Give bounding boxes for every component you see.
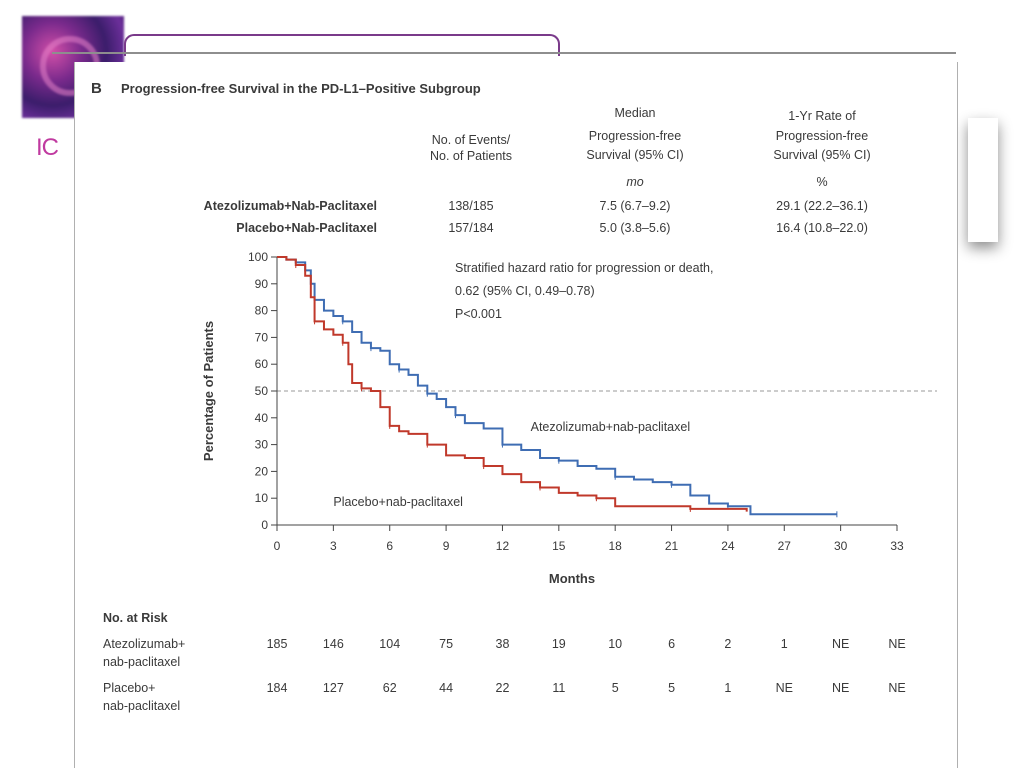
x-tick-label: 9 [443, 539, 450, 553]
figure-title: Progression-free Survival in the PD-L1–P… [121, 81, 481, 96]
header-rate-line3: Survival (95% CI) [773, 148, 870, 162]
x-tick-label: 18 [609, 539, 623, 553]
risk-value: 146 [323, 637, 344, 651]
risk-atezo-label-line1: Atezolizumab+ [103, 637, 185, 651]
risk-value: 5 [668, 681, 675, 695]
risk-placebo-label-line1: Placebo+ [103, 681, 155, 695]
risk-value: 38 [496, 637, 510, 651]
risk-value: 62 [383, 681, 397, 695]
risk-value: NE [832, 637, 849, 651]
annotation-line3: P<0.001 [455, 307, 502, 321]
slide-shadow-box [968, 118, 998, 242]
row-placebo-median: 5.0 (3.8–5.6) [600, 221, 671, 235]
x-tick-label: 3 [330, 539, 337, 553]
risk-placebo-label-line2: nab-paclitaxel [103, 699, 180, 713]
risk-value: NE [888, 681, 905, 695]
y-tick-label: 30 [255, 438, 269, 452]
x-axis: 0 3 6 9 12 15 18 21 24 27 30 33 [274, 524, 904, 553]
y-axis: 0 10 20 30 40 50 60 70 80 90 100 [248, 250, 278, 532]
series-group: Atezolizumab+nab-paclitaxel Placebo+nab-p… [277, 256, 838, 518]
y-tick-label: 40 [255, 411, 269, 425]
risk-value: 1 [781, 637, 788, 651]
row-atezo-label: Atezolizumab+Nab-Paclitaxel [204, 199, 377, 213]
risk-value: 104 [379, 637, 400, 651]
header-events-line2: No. of Patients [430, 149, 512, 163]
header-median-line2: Progression-free [589, 129, 681, 143]
risk-value: 6 [668, 637, 675, 651]
x-axis-label: Months [549, 571, 595, 586]
x-tick-label: 24 [721, 539, 735, 553]
row-atezo-median: 7.5 (6.7–9.2) [600, 199, 671, 213]
risk-value: 44 [439, 681, 453, 695]
risk-value: 75 [439, 637, 453, 651]
figure-panel: B Progression-free Survival in the PD-L1… [74, 62, 958, 768]
y-tick-label: 80 [255, 304, 269, 318]
slide-top-rule [52, 52, 956, 54]
series-label-0: Atezolizumab+nab-paclitaxel [531, 420, 690, 434]
header-median-line3: Survival (95% CI) [586, 148, 683, 162]
annotation-line1: Stratified hazard ratio for progression … [455, 261, 713, 275]
y-tick-label: 0 [261, 518, 268, 532]
row-placebo-rate: 16.4 (10.8–22.0) [776, 221, 868, 235]
slide-title-box [124, 34, 560, 56]
risk-value: 22 [496, 681, 510, 695]
y-tick-label: 50 [255, 384, 269, 398]
y-tick-label: 20 [255, 464, 269, 478]
risk-heading: No. at Risk [103, 611, 168, 625]
risk-value: 1 [724, 681, 731, 695]
risk-value: NE [832, 681, 849, 695]
risk-value: 19 [552, 637, 566, 651]
header-events-line1: No. of Events/ [432, 133, 511, 147]
header-median-line1: Median [615, 106, 656, 120]
row-placebo-label: Placebo+Nab-Paclitaxel [236, 221, 377, 235]
y-tick-label: 10 [255, 491, 269, 505]
header-rate-line2: Progression-free [776, 129, 868, 143]
slide-side-text-fragment: IC [36, 134, 59, 161]
risk-value: 11 [552, 681, 565, 695]
x-tick-label: 15 [552, 539, 566, 553]
y-axis-label: Percentage of Patients [201, 321, 216, 461]
y-tick-label: 70 [255, 330, 269, 344]
x-tick-label: 30 [834, 539, 848, 553]
x-tick-label: 0 [274, 539, 281, 553]
risk-value: 2 [724, 637, 731, 651]
y-tick-label: 60 [255, 357, 269, 371]
y-tick-label: 90 [255, 277, 269, 291]
risk-value: 5 [612, 681, 619, 695]
x-tick-label: 12 [496, 539, 510, 553]
header-rate-line1: 1-Yr Rate of [788, 109, 856, 123]
row-placebo-events: 157/184 [448, 221, 493, 235]
row-atezo-rate: 29.1 (22.2–36.1) [776, 199, 868, 213]
panel-letter: B [91, 80, 102, 97]
row-atezo-events: 138/185 [448, 199, 493, 213]
risk-value: NE [888, 637, 905, 651]
x-tick-label: 27 [778, 539, 792, 553]
risk-value: 185 [267, 637, 288, 651]
series-label-1: Placebo+nab-paclitaxel [333, 495, 463, 509]
x-tick-label: 33 [890, 539, 904, 553]
header-rate-unit: % [816, 175, 827, 189]
x-tick-label: 6 [386, 539, 393, 553]
risk-value: 127 [323, 681, 344, 695]
annotation-line2: 0.62 (95% CI, 0.49–0.78) [455, 284, 595, 298]
risk-value: 10 [608, 637, 622, 651]
header-median-unit: mo [626, 175, 643, 189]
y-tick-label: 100 [248, 250, 268, 264]
series-line-0 [277, 256, 837, 516]
x-tick-label: 21 [665, 539, 679, 553]
risk-value: 184 [267, 681, 288, 695]
risk-atezo-label-line2: nab-paclitaxel [103, 655, 180, 669]
km-figure-svg: B Progression-free Survival in the PD-L1… [91, 80, 937, 713]
km-chart: 0 10 20 30 40 50 60 70 80 90 100 0 3 6 9 12 15 18 21 24 27 3… [201, 250, 937, 586]
risk-value: NE [776, 681, 793, 695]
